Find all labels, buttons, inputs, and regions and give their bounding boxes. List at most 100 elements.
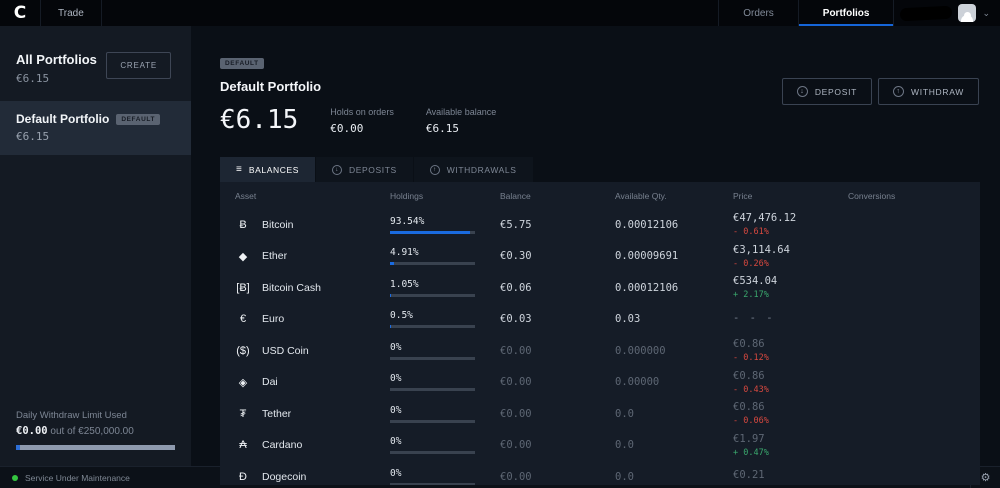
table-row: ($) USD Coin 0% €0.00 0.000000 €0.86 - 0… [220, 335, 980, 367]
table-row: ◈ Dai 0% €0.00 0.00000 €0.86 - 0.43% [220, 367, 980, 399]
price-value: €0.21 [733, 469, 765, 482]
col-holdings: Holdings [390, 190, 424, 201]
holdings-cell: 0% [390, 436, 500, 455]
all-portfolios-title: All Portfolios [16, 52, 97, 67]
coinbase-pro-logo[interactable]: C [13, 3, 27, 23]
withdraw-limit-used: €0.00 [16, 425, 48, 437]
holdings-cell: 0% [390, 342, 500, 360]
all-portfolios-total: €6.15 [16, 72, 50, 85]
tab-portfolios[interactable]: Portfolios [797, 0, 894, 26]
price-change: - 0.12% [733, 353, 769, 364]
holdings-percent: 0% [390, 373, 402, 385]
available-qty-value: 0.03 [615, 313, 641, 326]
holdings-cell: 0% [390, 373, 500, 392]
price-value: €0.86 [733, 369, 765, 382]
user-menu[interactable]: ⌄ [893, 0, 1000, 26]
price-change: - 0.06% [733, 416, 769, 427]
price-cell: €3,114.64 - 0.26% [733, 244, 848, 269]
available-value: €6.15 [425, 122, 459, 135]
table-row: ₳ Cardano 0% €0.00 0.0 €1.97 + 0.47% [220, 430, 980, 462]
balance-summary: €6.15 Holds on orders €0.00 Available ba… [220, 107, 1000, 135]
balance-value: €0.00 [500, 439, 532, 452]
available-qty-value: 0.00012106 [615, 281, 679, 294]
holdings-percent: 0% [390, 467, 402, 479]
withdraw-limit-label: Daily Withdraw Limit Used [16, 410, 127, 421]
table-row: Ð Dogecoin 0% €0.00 0.0 €0.21 [220, 461, 980, 485]
col-asset: Asset [235, 190, 257, 201]
portfolio-value: €6.15 [16, 130, 50, 143]
price-value: €534.04 [733, 275, 778, 288]
asset-cell: ₳ Cardano [220, 439, 390, 451]
balance-value: €0.00 [500, 376, 532, 389]
table-row: ₮ Tether 0% €0.00 0.0 €0.86 - 0.06% [220, 398, 980, 430]
price-value: €47,476.12 [733, 212, 797, 225]
holdings-bar-fill [390, 230, 470, 234]
deposit-button[interactable]: ↓ DEPOSIT [781, 78, 873, 105]
table-row: [Ƀ] Bitcoin Cash 1.05% €0.06 0.00012106 … [220, 272, 980, 304]
top-bar: C Trade Orders Portfolios ⌄ [0, 0, 1000, 26]
topbar-spacer [102, 0, 718, 26]
create-portfolio-button[interactable]: CREATE [106, 52, 171, 79]
holdings-percent: 0.5% [390, 310, 413, 322]
asset-name: Tether [262, 407, 292, 420]
sidebar-item-default-portfolio[interactable]: Default Portfolio DEFAULT €6.15 [0, 101, 191, 155]
price-cell: €0.86 - 0.43% [733, 370, 848, 395]
withdraw-button[interactable]: ↑ WITHDRAW [878, 78, 979, 105]
holdings-cell: 1.05% [390, 279, 500, 297]
asset-icon: ($) [236, 344, 250, 357]
available-qty-value: 0.00000 [615, 376, 660, 389]
holdings-bar-fill [390, 293, 391, 297]
col-available: Available Qty. [615, 190, 667, 201]
redacted-username [900, 5, 953, 21]
asset-name: Bitcoin [262, 218, 294, 231]
withdraw-limit-section: Daily Withdraw Limit Used €0.00 out of €… [0, 398, 191, 466]
tab-balances[interactable]: ≡ BALANCES [220, 157, 316, 182]
holdings-cell: 0% [390, 468, 500, 485]
table-body: Ƀ Bitcoin 93.54% €5.75 0.00012106 €47,47… [220, 209, 980, 485]
available-qty-value: 0.0 [615, 470, 634, 483]
asset-cell: ◈ Dai [220, 376, 390, 389]
holdings-percent: 1.05% [390, 278, 419, 290]
price-cell: €0.86 - 0.12% [733, 338, 848, 363]
price-value: €0.86 [733, 401, 765, 414]
all-portfolios-header: All Portfolios €6.15 CREATE [0, 26, 191, 101]
table-tabs: ≡ BALANCES ↓ DEPOSITS ↑ WITHDRAWALS [220, 157, 1000, 182]
price-cell: €1.97 + 0.47% [733, 433, 848, 458]
holdings-cell: 0.5% [390, 310, 500, 329]
available-qty-value: 0.000000 [615, 344, 666, 357]
holdings-percent: 0% [390, 341, 402, 353]
asset-icon: Ƀ [239, 218, 247, 231]
price-cell: - - - [733, 312, 848, 327]
price-cell: €534.04 + 2.17% [733, 275, 848, 300]
col-balance: Balance [500, 190, 531, 201]
col-price: Price [733, 190, 753, 201]
asset-icon: ₮ [239, 407, 247, 420]
balances-table: Asset Holdings Balance Available Qty. Pr… [220, 182, 980, 485]
tab-deposits[interactable]: ↓ DEPOSITS [316, 157, 414, 182]
available-qty-value: 0.0 [615, 407, 634, 420]
asset-name: Cardano [262, 439, 303, 452]
asset-icon: Ð [239, 470, 247, 483]
price-change: - 0.26% [733, 258, 769, 269]
price-value: - - - [733, 311, 775, 324]
col-conversions: Conversions [848, 190, 896, 201]
holdings-bar [390, 419, 475, 423]
price-change: + 2.17% [733, 290, 769, 301]
content-area: All Portfolios €6.15 CREATE Default Port… [0, 26, 1000, 485]
total-balance: €6.15 [220, 105, 299, 135]
user-avatar[interactable] [958, 4, 977, 22]
portfolio-main: DEFAULT Default Portfolio €6.15 Holds on… [191, 26, 1000, 485]
tab-orders[interactable]: Orders [718, 0, 798, 26]
price-change: - 0.43% [733, 384, 769, 395]
holdings-bar [390, 451, 475, 455]
table-row: Ƀ Bitcoin 93.54% €5.75 0.00012106 €47,47… [220, 209, 980, 241]
price-value: €0.86 [733, 338, 765, 351]
holdings-percent: 0% [390, 404, 402, 416]
menu-icon: ≡ [236, 164, 242, 175]
price-cell: €0.86 - 0.06% [733, 401, 848, 426]
tab-trade[interactable]: Trade [40, 0, 102, 26]
asset-name: Bitcoin Cash [262, 281, 321, 294]
price-value: €1.97 [733, 432, 765, 445]
asset-icon: [Ƀ] [236, 281, 250, 294]
tab-withdrawals[interactable]: ↑ WITHDRAWALS [413, 157, 534, 182]
